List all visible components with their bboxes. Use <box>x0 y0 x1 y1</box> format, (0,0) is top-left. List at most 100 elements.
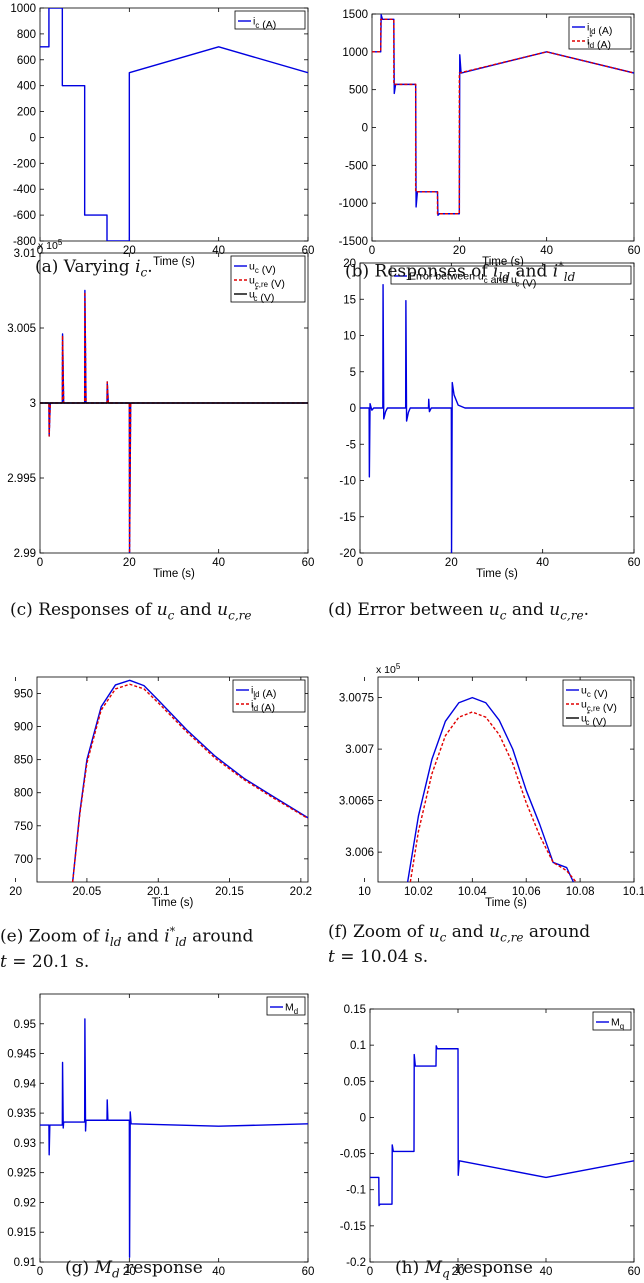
series-line-i-ld-a- <box>372 18 634 215</box>
caption-g: (g) Md response <box>65 1258 203 1281</box>
y-tick-label: 850 <box>14 755 33 767</box>
x-tick-label: 0 <box>37 1266 43 1276</box>
series-group <box>40 8 308 241</box>
y-tick-label: 0.05 <box>344 1076 366 1088</box>
y-tick-label: 0 <box>30 132 36 144</box>
y-tick-label: -0.1 <box>346 1185 366 1197</box>
x-tick-label: 20.1 <box>147 886 169 898</box>
x-tick-label: 20.15 <box>215 886 244 898</box>
y-tick-label: 3.01 <box>14 248 36 260</box>
x-tick-label: 0 <box>37 245 43 257</box>
legend-label: ild (A) <box>251 685 276 700</box>
x-tick-label: 20.05 <box>73 886 102 898</box>
caption-c: (c) Responses of uc and uc,re <box>10 600 252 623</box>
x-axis-label: Time (s) <box>152 897 194 909</box>
legend: Md <box>266 996 306 1016</box>
y-tick-label: -15 <box>339 512 356 524</box>
y-tick-label: -20 <box>339 548 356 560</box>
y-tick-label: 800 <box>17 29 36 41</box>
legend: Error between uc and u* c (V) <box>390 265 632 289</box>
y-tick-label: 0.1 <box>350 1040 366 1052</box>
x-tick-label: 10.06 <box>512 886 541 898</box>
y-tick-label: 0.92 <box>14 1197 36 1209</box>
legend-label: u* c (V) <box>249 286 274 304</box>
x-axis-label: Time (s) <box>485 897 527 909</box>
x-tick-label: 10 <box>358 886 371 898</box>
x-tick-label: 60 <box>628 245 641 257</box>
axis-exponent: x 105 <box>38 238 63 252</box>
x-tick-label: 10.08 <box>566 886 595 898</box>
y-tick-label: -1000 <box>339 198 368 210</box>
y-tick-label: 400 <box>17 81 36 93</box>
x-tick-label: 20 <box>123 557 136 569</box>
x-tick-label: 40 <box>540 1266 553 1276</box>
y-tick-label: 0.91 <box>14 1257 36 1269</box>
y-tick-label: -10 <box>339 476 356 488</box>
y-tick-label: -1500 <box>339 236 368 248</box>
y-tick-label: 2.99 <box>14 548 36 560</box>
legend: ild (A)i* ld (A) <box>232 679 306 714</box>
y-tick-label: 750 <box>14 821 33 833</box>
chart-a: 0 20 40 60 -800 -600 -400 -200 0 200 400 600 800 1000… <box>10 3 314 268</box>
y-tick-label: 0.95 <box>14 1019 36 1031</box>
legend-label: ild (A) <box>587 22 612 37</box>
y-tick-label: 3.007 <box>345 744 374 756</box>
series-line-i-ld-a- <box>372 14 634 216</box>
plot-frame <box>39 993 309 1263</box>
y-tick-label: 2.995 <box>7 473 36 485</box>
y-tick-label: 950 <box>14 689 33 701</box>
caption-b: (b) Responses of ild and i*ld <box>345 260 576 285</box>
x-tick-label: 60 <box>302 1266 315 1276</box>
series-line-u-c-re-v- <box>40 291 308 553</box>
y-tick-label: 900 <box>14 722 33 734</box>
series-group <box>372 14 634 216</box>
y-tick-label: 0.93 <box>14 1138 36 1150</box>
y-tick-label: 0.915 <box>7 1227 36 1239</box>
x-axis-label: Time (s) <box>153 256 195 268</box>
series-group <box>370 1045 634 1207</box>
x-tick-label: 60 <box>628 1266 641 1276</box>
series-line-u-c-v- <box>406 696 575 882</box>
series-line-u-c-re-v- <box>409 711 577 882</box>
chart-f: 10 10.02 10.04 10.06 10.08 10.1 3.006 3.0065 3.0… <box>339 662 644 909</box>
y-tick-label: 0 <box>360 1112 366 1124</box>
series-group <box>360 284 634 553</box>
x-tick-label: 20 <box>445 557 458 569</box>
series-line-i-ld-a- <box>71 679 308 882</box>
x-tick-label: 20 <box>9 886 22 898</box>
y-tick-label: 1500 <box>342 9 368 21</box>
y-tick-label: -200 <box>13 158 36 170</box>
series-line-i-ld-a- <box>71 683 308 882</box>
x-tick-label: 20 <box>452 1266 465 1276</box>
x-tick-label: 60 <box>628 557 641 569</box>
legend-label: i* ld (A) <box>251 696 275 714</box>
y-tick-label: 700 <box>14 854 33 866</box>
y-tick-label: -0.05 <box>340 1149 366 1161</box>
series-group <box>71 679 308 882</box>
legend-label: i* ld (A) <box>587 33 611 51</box>
y-tick-label: 3.006 <box>345 847 374 859</box>
legend: uc (V)uc,re (V)u* c (V) <box>230 255 306 304</box>
chart-c: 0 20 40 60 2.99 2.995 3 3.005 3.01 Time (s) x 105 u… <box>7 238 314 580</box>
y-tick-label: 200 <box>17 107 36 119</box>
legend: uc (V)uc,re (V)u* c (V) <box>562 679 632 728</box>
y-tick-label: 500 <box>349 85 368 97</box>
series-line-m-d <box>40 1018 308 1258</box>
y-tick-label: 0 <box>362 123 368 135</box>
legend-label: uc,re (V) <box>581 699 617 714</box>
legend-label: Md <box>285 1002 298 1016</box>
legend-label: u* c (V) <box>581 710 606 728</box>
y-tick-label: 1000 <box>10 3 36 15</box>
x-tick-label: 0 <box>367 1266 373 1276</box>
caption-f: (f) Zoom of uc and uc,re around t = 10.04… <box>328 922 591 968</box>
legend: ild (A)i* ld (A) <box>568 16 632 51</box>
plot-frame <box>36 676 309 883</box>
legend-label: uc (V) <box>249 261 276 276</box>
series-line-error-between-u-c-and-u-c-v- <box>360 284 634 553</box>
chart-b: 0 20 40 60 -1500 -1000 -500 0 500 1000 1500 Time (s… <box>339 9 641 268</box>
x-tick-label: 60 <box>302 245 315 257</box>
y-tick-label: 0 <box>350 403 356 415</box>
legend: ic (A) <box>234 10 306 31</box>
chart-h: 0204060-0.2-0.15-0.1-0.0500.050.10.15Tim… <box>340 1004 641 1276</box>
chart-d: 0 20 40 60 -20 -15 -10 -5 0 5 10 15 20 Time (s) Error … <box>339 258 640 580</box>
